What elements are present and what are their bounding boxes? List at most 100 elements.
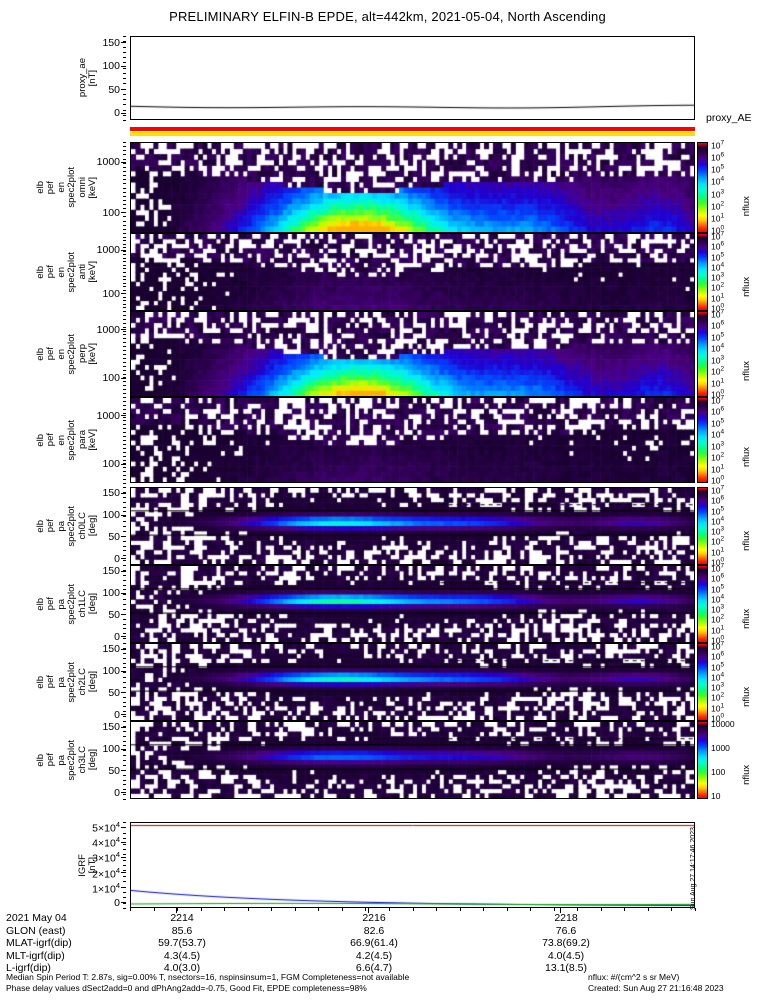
ytick-minor [123, 443, 126, 445]
colorbar-en-perp [697, 311, 708, 397]
ytick-minor [123, 769, 126, 771]
colorbar-tick-label: 100 [711, 556, 725, 568]
ytick-minor [123, 613, 126, 615]
ytick-minor [123, 109, 126, 111]
ylabel-word: spec2plot [66, 251, 77, 293]
ylabel-word: proxy_ae [76, 58, 88, 98]
colorbar-tick-label: 106 [711, 650, 725, 662]
ytick-minor [123, 389, 126, 391]
ytick-minor [123, 832, 126, 834]
panel-canvas-pa-ch3lc [131, 722, 694, 798]
ytick-minor [123, 408, 126, 410]
ytick-minor [123, 199, 126, 201]
ytick-mark [121, 826, 126, 828]
ytick-label: 150 [102, 721, 120, 734]
ytick-minor [123, 799, 126, 800]
ytick-minor [123, 41, 126, 43]
xtick-minor [530, 908, 532, 911]
ylabel-en-omni: elb pef en spec2plot omni [keV] [18, 142, 99, 233]
ytick-minor [123, 83, 126, 85]
colorbar-title-en-perp: nflux [741, 361, 752, 382]
ytick-minor [123, 667, 126, 669]
xtick-major [560, 908, 561, 913]
ytick-mark [121, 65, 126, 67]
colorbar-tick-label: 1000 [711, 743, 730, 753]
ytick-minor [123, 187, 126, 189]
ytick-minor [123, 545, 126, 547]
ytick-minor [123, 628, 126, 630]
ytick-minor [123, 774, 126, 776]
ytick-minor [123, 393, 126, 395]
ytick-minor [123, 216, 126, 218]
ytick-minor [123, 440, 126, 441]
ytick-minor [123, 385, 126, 387]
panel-en-para [130, 397, 695, 483]
ytick-label: 0 [114, 630, 120, 643]
ytick-label: 5×104 [92, 819, 120, 835]
axis-row-label: MLT-igrf(dip) [6, 949, 65, 962]
ytick-minor [123, 784, 126, 786]
ytick-minor [123, 330, 126, 332]
ytick-minor [123, 599, 126, 601]
ylabel-word: spec2plot [66, 661, 77, 703]
ytick-mark [121, 536, 126, 538]
ylabel-word: spec2plot [66, 505, 77, 547]
ytick-mark [121, 887, 126, 889]
colorbar-tick-label: 100 [711, 712, 725, 724]
ylabel-word: spec2plot [66, 739, 77, 781]
page-title: PRELIMINARY ELFIN-B EPDE, alt=442km, 202… [169, 9, 606, 24]
ylabel-word: pef [45, 519, 56, 533]
ytick-minor [123, 574, 126, 576]
ytick-minor [123, 530, 126, 532]
ytick-minor [123, 208, 126, 210]
axis-row-value: 76.6 [555, 924, 577, 937]
ytick-minor [123, 250, 126, 252]
axis-row: GLON (east) 85.6 82.6 76.6 [6, 925, 775, 938]
ytick-minor [123, 471, 126, 473]
ytick-minor [123, 760, 126, 761]
colorbar-en-anti [697, 233, 708, 311]
ylabel-pa-ch1lc: elb pef pa spec2plot ch1LC [deg] [18, 565, 99, 643]
ytick-label: 50 [108, 83, 120, 96]
ytick-minor [123, 854, 126, 856]
colorbar-title-en-anti: nflux [741, 276, 752, 297]
ylabel-word: elb [34, 519, 46, 533]
colorbar-tick-label: 107 [711, 230, 725, 242]
ytick-label: 150 [102, 565, 120, 578]
panel-canvas-proxy-ae [131, 37, 694, 119]
ylabel-word: spec2plot [66, 167, 77, 208]
ytick-mark [121, 514, 126, 516]
ytick-minor [123, 377, 126, 379]
ytick-minor [123, 224, 126, 226]
ytick-minor [123, 608, 126, 610]
ylabel-word: pa [55, 598, 67, 610]
ylabel-word: [deg] [87, 749, 98, 771]
axis-row-value: 85.6 [171, 924, 193, 937]
ytick-minor [123, 412, 126, 414]
ytick-minor [123, 114, 126, 116]
ylabel-en-perp: elb pef en spec2plot perp [keV] [18, 311, 99, 397]
ytick-minor [123, 233, 126, 234]
ytick-labels-pa-ch3lc: 150 100 50 0 [0, 721, 126, 800]
ytick-mark [121, 770, 126, 772]
colorbar-tick-label: 101 [711, 377, 725, 388]
ytick-minor [123, 300, 126, 302]
ytick-label: 1000 [96, 156, 120, 169]
ytick-minor [123, 764, 126, 766]
ylabel-word: spec2plot [66, 583, 77, 625]
ytick-minor [123, 286, 126, 288]
axis-row-label: MLAT-igrf(dip) [6, 937, 72, 950]
ytick-minor [123, 268, 126, 270]
axis-row-value: 82.6 [363, 924, 385, 937]
ytick-minor [123, 745, 126, 747]
ytick-minor [123, 318, 126, 320]
xtick-minor [318, 908, 320, 911]
ylabel-word: elb [34, 597, 46, 611]
footer-nflux-units: nflux: #/(cm^2 s sr MeV) [588, 972, 680, 982]
ylabel-word: pef [45, 265, 56, 279]
ytick-minor [123, 289, 126, 291]
ytick-minor [123, 279, 126, 281]
axis-row-value: 6.6(4.7) [355, 962, 393, 975]
panel-canvas-pa-ch2lc [131, 644, 694, 720]
